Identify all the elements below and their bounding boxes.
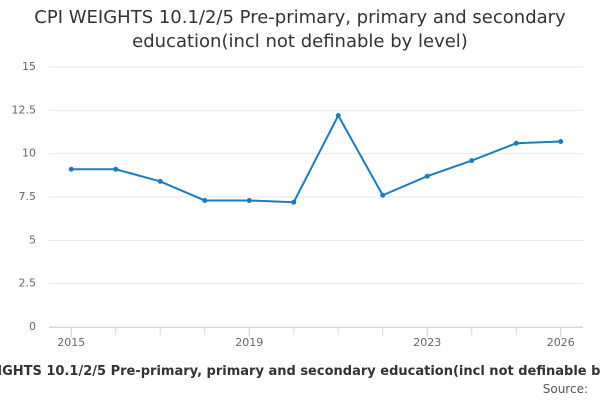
y-tick-label: 0 [29, 320, 36, 333]
y-tick-label: 7.5 [19, 190, 37, 203]
data-point [335, 113, 341, 119]
y-tick-label: 12.5 [12, 103, 37, 116]
y-tick-label: 2.5 [19, 277, 37, 290]
data-point [291, 199, 297, 205]
source-label: Source: [542, 382, 588, 396]
x-tick-label: 2015 [57, 336, 85, 349]
data-point [202, 197, 208, 203]
y-tick-label: 5 [29, 233, 36, 246]
chart: 0 2.5 5 7.5 10 12.5 15 2015 2019 2023 2026 [12, 60, 583, 349]
data-point [246, 197, 252, 203]
data-point [113, 166, 119, 172]
data-point [157, 178, 163, 184]
caption-text: CPI WEIGHTS 10.1/2/5 Pre-primary, primar… [0, 364, 600, 379]
y-tick-label: 15 [22, 60, 36, 73]
y-tick-label: 10 [22, 147, 36, 160]
data-point [469, 158, 475, 164]
data-line [71, 113, 561, 204]
data-point [68, 166, 74, 172]
data-point [558, 139, 564, 145]
x-tick-label: 2026 [547, 336, 575, 349]
x-tick-label: 2023 [413, 336, 441, 349]
chart-title: CPI WEIGHTS 10.1/2/5 Pre-primary, primar… [34, 7, 566, 52]
caption: CPI WEIGHTS 10.1/2/5 Pre-primary, primar… [0, 364, 600, 379]
x-tick-label: 2019 [235, 336, 263, 349]
data-point [513, 140, 519, 146]
data-point [424, 173, 430, 179]
data-point [380, 192, 386, 198]
